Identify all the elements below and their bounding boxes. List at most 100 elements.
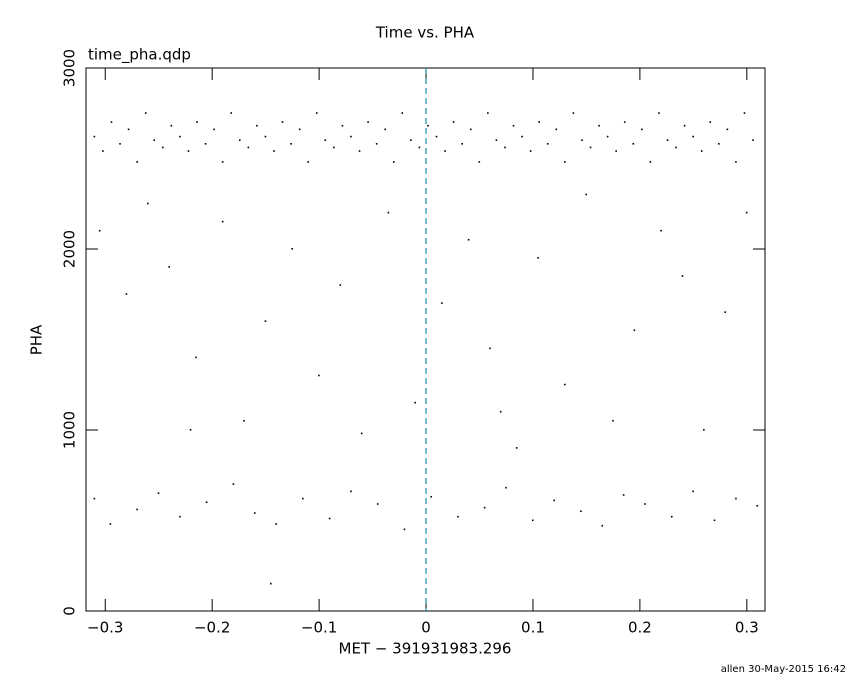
point <box>606 135 609 138</box>
point <box>333 146 335 149</box>
point <box>585 193 588 196</box>
point <box>127 128 130 131</box>
point <box>512 124 515 127</box>
point <box>204 143 207 145</box>
point <box>136 161 138 163</box>
point <box>430 495 432 498</box>
point <box>703 429 705 431</box>
x-tick-label: 0.2 <box>628 619 652 637</box>
point <box>339 284 342 286</box>
point <box>461 143 463 145</box>
point <box>273 150 275 152</box>
point <box>298 128 301 131</box>
point <box>666 139 669 141</box>
point <box>504 146 506 149</box>
point <box>341 124 344 127</box>
point <box>745 211 748 214</box>
point <box>601 524 604 527</box>
point <box>467 238 470 241</box>
point <box>724 311 727 313</box>
footer: allen 30-May-2015 16:42 <box>721 664 846 675</box>
point <box>170 124 173 127</box>
y-tick-label: 3000 <box>61 49 79 87</box>
point <box>392 161 395 163</box>
point <box>555 128 558 131</box>
point <box>221 220 224 223</box>
point <box>358 150 361 152</box>
point <box>521 135 523 138</box>
point <box>553 499 555 502</box>
point <box>622 494 625 496</box>
point <box>119 143 121 145</box>
chart-title: Time vs. PHA <box>375 24 475 42</box>
point <box>718 143 720 145</box>
point <box>269 582 272 585</box>
x-tick-label: −0.2 <box>194 619 230 637</box>
point <box>641 128 643 131</box>
point <box>414 401 416 404</box>
point <box>713 519 716 522</box>
point <box>743 112 746 114</box>
point <box>435 135 438 138</box>
point <box>93 497 96 500</box>
point <box>247 146 250 149</box>
point <box>735 161 737 163</box>
point <box>290 143 292 145</box>
point <box>444 150 446 152</box>
point <box>179 515 181 518</box>
point <box>281 121 284 123</box>
point <box>709 121 712 123</box>
point <box>179 135 181 138</box>
point <box>469 128 472 131</box>
point <box>633 329 636 332</box>
point <box>243 419 245 422</box>
point <box>427 124 429 127</box>
x-tick-label: 0.3 <box>735 619 759 637</box>
point <box>168 266 171 268</box>
point <box>623 121 626 123</box>
point <box>478 161 481 163</box>
point <box>187 150 190 152</box>
point <box>589 146 592 149</box>
point <box>213 128 215 131</box>
x-tick-label: −0.1 <box>301 619 337 637</box>
point <box>264 135 267 138</box>
point <box>615 150 617 152</box>
point <box>531 519 534 522</box>
point <box>324 139 327 141</box>
point <box>564 161 566 163</box>
point <box>546 143 549 145</box>
point <box>515 447 518 449</box>
point <box>93 135 96 138</box>
y-tick-label: 0 <box>61 606 79 616</box>
point <box>387 211 390 214</box>
point <box>410 139 412 141</box>
point <box>612 419 614 422</box>
point <box>418 146 421 149</box>
point <box>350 490 352 493</box>
point <box>452 121 455 123</box>
point <box>147 202 149 205</box>
point <box>136 508 138 511</box>
point <box>144 112 147 114</box>
point <box>161 146 164 149</box>
point <box>580 510 582 513</box>
point <box>315 112 318 114</box>
point <box>367 121 369 123</box>
point <box>692 490 694 493</box>
x-tick-label: −0.3 <box>87 619 123 637</box>
point <box>376 503 379 505</box>
point <box>291 248 293 250</box>
point <box>726 128 729 131</box>
point <box>495 139 498 141</box>
x-axis-label: MET − 391931983.296 <box>339 640 512 658</box>
point <box>318 374 320 377</box>
point <box>253 512 256 514</box>
point <box>360 432 363 435</box>
point <box>735 497 737 500</box>
point <box>110 121 113 123</box>
point <box>670 515 673 518</box>
point <box>683 124 686 127</box>
point <box>537 257 539 259</box>
